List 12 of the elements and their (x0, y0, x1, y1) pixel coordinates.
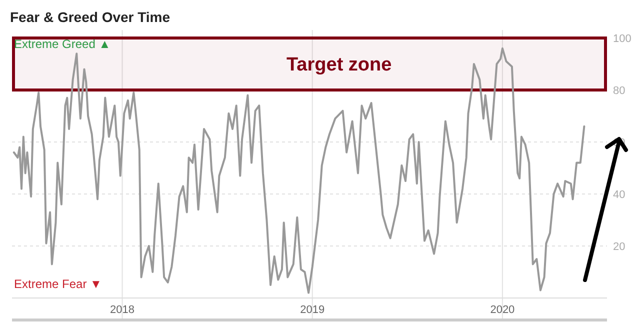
x-tick-label: 2020 (490, 304, 515, 316)
line-series (12, 47, 586, 294)
annotation: Extreme Greed ▲ (14, 37, 111, 51)
x-tick-label: 2018 (110, 304, 134, 316)
y-tick-label: 40 (613, 188, 626, 201)
y-tick-label: 80 (613, 84, 626, 97)
y-tick-label: 100 (613, 32, 632, 45)
x-tick-label: 2019 (300, 304, 325, 316)
annotation: Extreme Fear ▼ (14, 277, 102, 291)
y-tick-label: 20 (613, 240, 626, 253)
chart-title: Fear & Greed Over Time (10, 9, 170, 25)
band-label: Target zone (286, 54, 392, 76)
